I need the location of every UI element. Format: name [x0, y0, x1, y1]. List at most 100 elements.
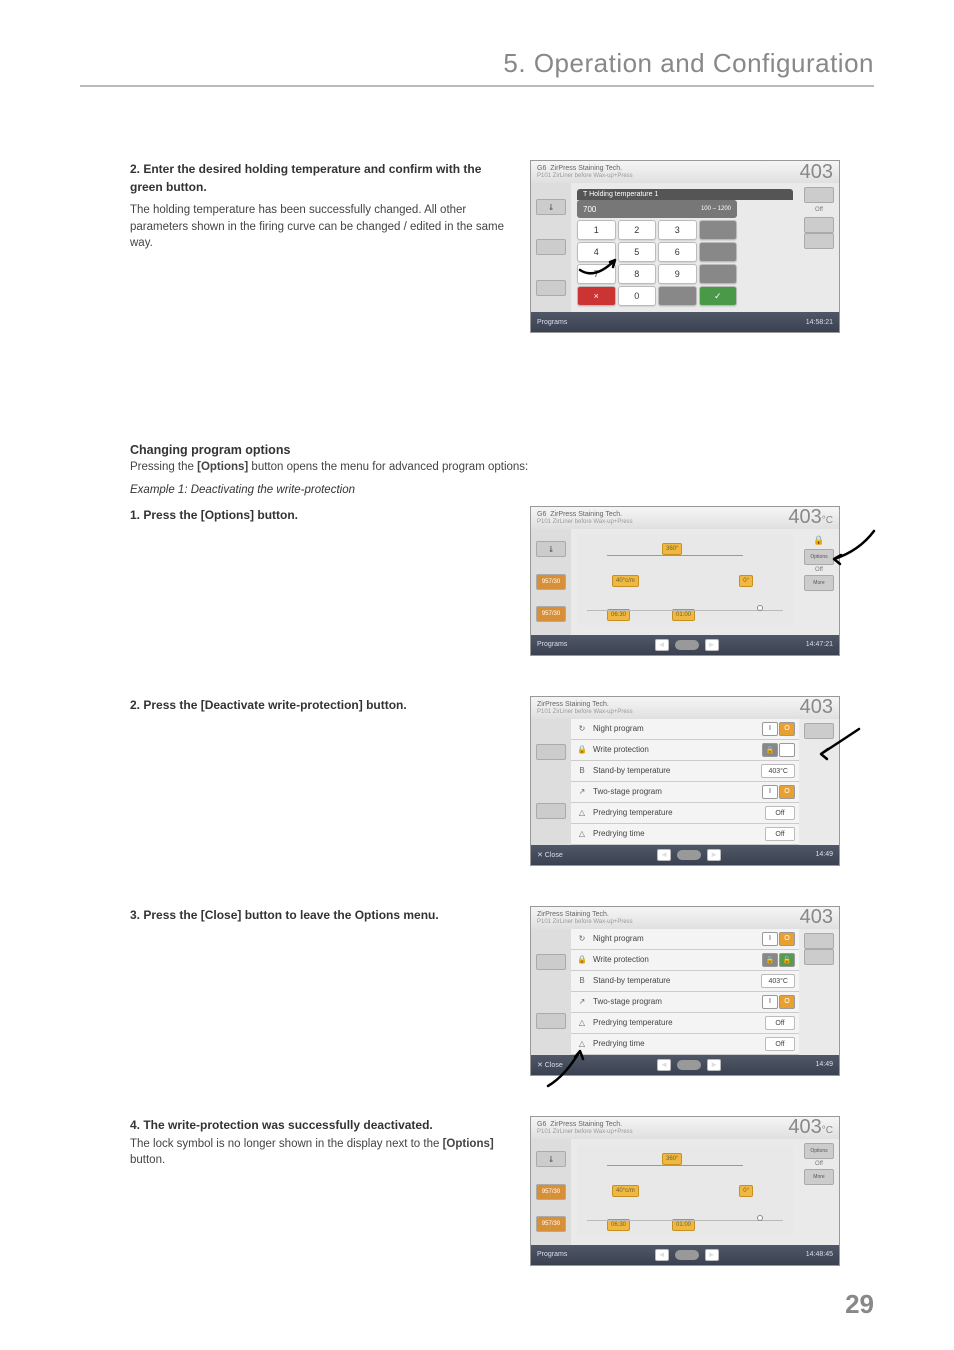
numpad-title: T Holding temperature 1: [577, 189, 793, 200]
key-6[interactable]: 6: [658, 242, 697, 262]
night-toggle[interactable]: IO: [762, 722, 795, 736]
side-btn-b[interactable]: [536, 280, 566, 296]
wp-toggle[interactable]: 🔒: [762, 743, 795, 757]
ss4-side-b[interactable]: [536, 1013, 566, 1029]
key-5[interactable]: 5: [618, 242, 657, 262]
side-btn-c[interactable]: [804, 217, 834, 233]
changing-options-title: Changing program options: [130, 443, 864, 457]
ss5-slider[interactable]: [675, 1250, 699, 1260]
side-btn-a[interactable]: [536, 239, 566, 255]
ss3-bottom: ✕ Close ◄ ► 14:49: [531, 845, 839, 865]
input-val: 700: [583, 205, 596, 214]
temp-val: 403: [800, 161, 833, 183]
close-button-b[interactable]: ✕ Close: [537, 1061, 563, 1069]
ss5-more[interactable]: More: [804, 1169, 834, 1185]
options-icon[interactable]: [804, 187, 834, 203]
g2-top[interactable]: 360°: [662, 1153, 682, 1165]
ss3-next[interactable]: ►: [707, 849, 721, 861]
graph-top-btn[interactable]: 360°: [662, 543, 682, 555]
opt-predry-temp: △ Predrying temperature Off: [571, 803, 799, 824]
firing-graph: 360° 40°c/m 0° 06:30 01:00: [577, 535, 793, 625]
ss4-line2: P101 ZirLiner before Wax-up+Press: [537, 919, 633, 925]
programs-btn[interactable]: Programs: [537, 319, 567, 326]
ss4-side-c[interactable]: [804, 933, 834, 949]
ss5-programs[interactable]: Programs: [537, 1251, 567, 1258]
numpad-input[interactable]: 700 100 – 1200: [577, 200, 737, 218]
o2-ts-toggle[interactable]: IO: [762, 995, 795, 1009]
key-cancel[interactable]: ×: [577, 286, 616, 306]
o2-pdt-val[interactable]: Off: [765, 1016, 795, 1030]
key-back[interactable]: [699, 220, 738, 240]
graph-left-btn[interactable]: 40°c/m: [612, 575, 639, 587]
o2-sb-val[interactable]: 403°C: [761, 974, 795, 988]
ss3-side-c[interactable]: [804, 723, 834, 739]
key-3[interactable]: 3: [658, 220, 697, 240]
ss2-unit: °C: [822, 515, 833, 526]
nav-next[interactable]: ►: [705, 639, 719, 651]
ss3-side-b[interactable]: [536, 803, 566, 819]
nav-prev[interactable]: ◄: [655, 639, 669, 651]
side-thermo-icon: 🌡: [536, 199, 566, 215]
ss-bottombar: Programs 14:58:21: [531, 312, 839, 332]
o2-sb-icon: B: [575, 976, 589, 985]
screenshot-graph: G6 ZirPress Staining Tech. P101 ZirLiner…: [530, 506, 840, 656]
options-button[interactable]: Options: [804, 549, 834, 565]
ss4-next[interactable]: ►: [707, 1059, 721, 1071]
side-btn-d[interactable]: [804, 233, 834, 249]
wp-label: Write protection: [589, 745, 762, 754]
step2-title: 2. Press the [Deactivate write-protectio…: [130, 696, 510, 714]
ss5-options[interactable]: Options: [804, 1143, 834, 1159]
ss3-prev[interactable]: ◄: [657, 849, 671, 861]
graph-right-btn[interactable]: 0°: [739, 575, 753, 587]
key-1[interactable]: 1: [577, 220, 616, 240]
ss2-more[interactable]: More: [804, 575, 834, 591]
ss2-side-a[interactable]: 957/30: [536, 574, 566, 590]
ss4-slider[interactable]: [677, 1060, 701, 1070]
ss3-side-a[interactable]: [536, 744, 566, 760]
pdtime-val[interactable]: Off: [765, 827, 795, 841]
ss4-topbar: ZirPress Staining Tech. P101 ZirLiner be…: [531, 907, 839, 929]
o2-ts-label: Two-stage program: [589, 997, 762, 1006]
ss3-slider[interactable]: [677, 850, 701, 860]
pdt-label: Predrying temperature: [589, 808, 765, 817]
ss4-side-a[interactable]: [536, 954, 566, 970]
pdtime-icon: △: [575, 829, 589, 838]
key-0[interactable]: 0: [618, 286, 657, 306]
key-8[interactable]: 8: [618, 264, 657, 284]
step2-text: 2. Press the [Deactivate write-protectio…: [130, 696, 530, 714]
ss5-next[interactable]: ►: [705, 1249, 719, 1261]
g2-left[interactable]: 40°c/m: [612, 1185, 639, 1197]
o2-pdtime-val[interactable]: Off: [765, 1037, 795, 1051]
opt-writeprotect: 🔒 Write protection 🔒: [571, 740, 799, 761]
g2-right[interactable]: 0°: [739, 1185, 753, 1197]
key-blank-c[interactable]: [658, 286, 697, 306]
ss4-side-d[interactable]: [804, 949, 834, 965]
key-9[interactable]: 9: [658, 264, 697, 284]
o2-night-toggle[interactable]: IO: [762, 932, 795, 946]
key-4[interactable]: 4: [577, 242, 616, 262]
ss5-side-b[interactable]: 957/30: [536, 1216, 566, 1232]
ss5-prev[interactable]: ◄: [655, 1249, 669, 1261]
key-blank-b[interactable]: [699, 264, 738, 284]
ss4-prev[interactable]: ◄: [657, 1059, 671, 1071]
ss2-programs[interactable]: Programs: [537, 641, 567, 648]
sb-val[interactable]: 403°C: [761, 764, 795, 778]
g2-baseline: [587, 1220, 783, 1221]
o2-wp-toggle[interactable]: 🔒🔓: [762, 953, 795, 967]
ss2-side-b[interactable]: 957/30: [536, 606, 566, 622]
close-button-a[interactable]: ✕ Close: [537, 851, 563, 859]
opt2-pdt: △ Predrying temperature Off: [571, 1013, 799, 1034]
key-confirm[interactable]: ✓: [699, 286, 738, 306]
ss5-tempval: 403: [788, 1116, 821, 1138]
pdt-val[interactable]: Off: [765, 806, 795, 820]
key-7[interactable]: 7: [577, 264, 616, 284]
step3-title: 3. Press the [Close] button to leave the…: [130, 906, 510, 924]
nav-slider[interactable]: [675, 640, 699, 650]
ss5-side-a[interactable]: 957/30: [536, 1184, 566, 1200]
screenshot-graph-unlocked: G6 ZirPress Staining Tech. P101 ZirLiner…: [530, 1116, 840, 1266]
key-blank-a[interactable]: [699, 242, 738, 262]
o2-pdtime-icon: △: [575, 1039, 589, 1048]
ss2-main: 360° 40°c/m 0° 06:30 01:00: [571, 529, 799, 635]
ts-toggle[interactable]: IO: [762, 785, 795, 799]
key-2[interactable]: 2: [618, 220, 657, 240]
